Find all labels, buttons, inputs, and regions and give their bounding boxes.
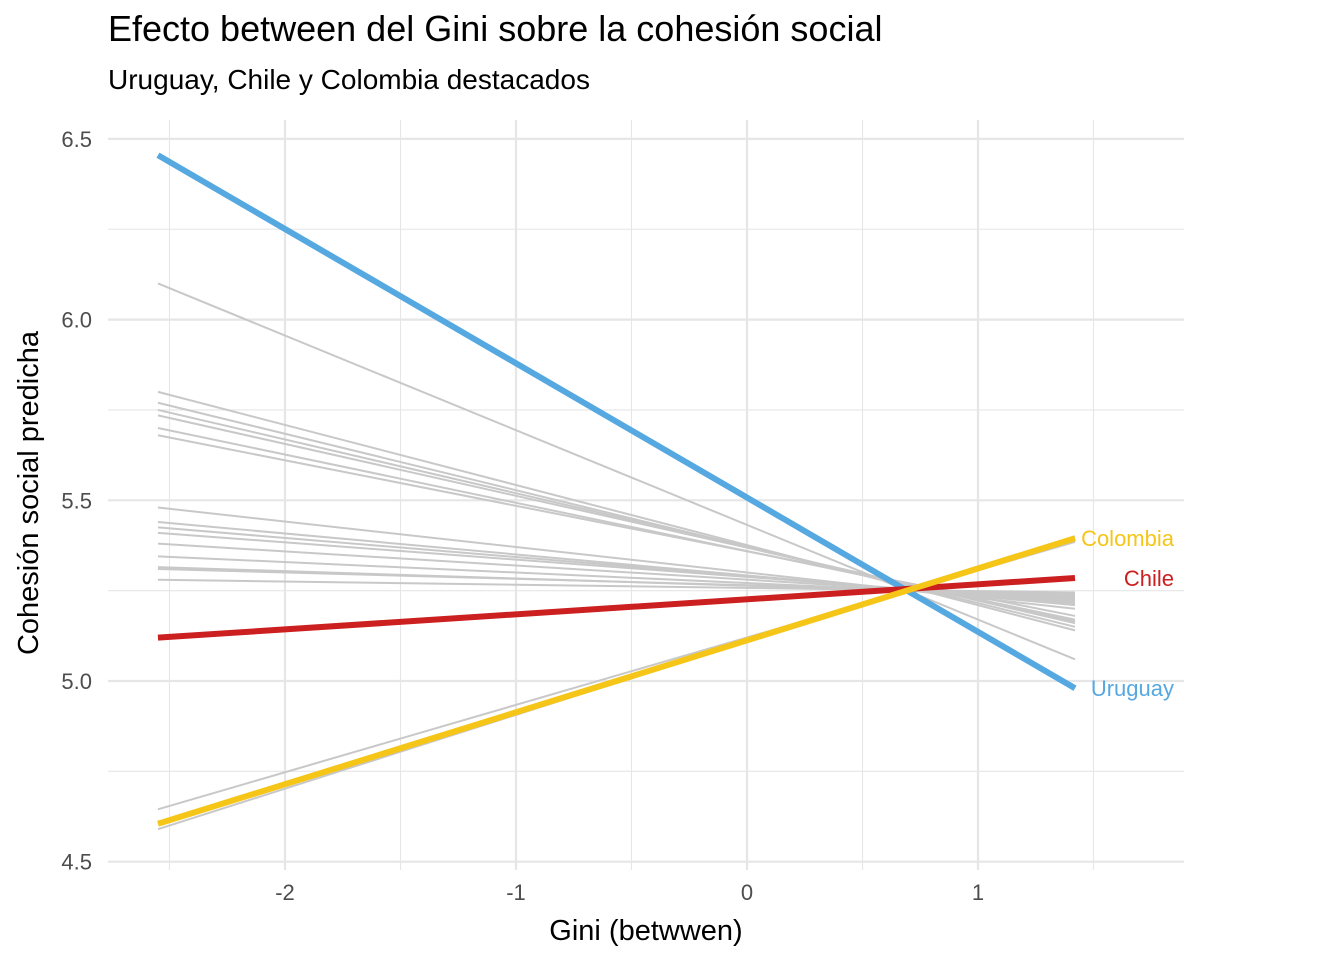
y-tick-label: 4.5 [61,850,92,875]
x-axis-ticks: -2 -1 0 1 [275,880,984,905]
series-line-uruguay [156,152,1077,691]
background-series-group [157,282,1076,831]
end-labels-group: Uruguay Chile Colombia [1081,526,1175,701]
background-series-line [157,390,1076,632]
end-label-chile: Chile [1124,566,1174,591]
x-tick-label: -1 [506,880,526,905]
chart-title: Efecto between del Gini sobre la cohesió… [108,8,883,49]
chart-subtitle: Uruguay, Chile y Colombia destacados [108,64,590,95]
end-label-colombia: Colombia [1081,526,1175,551]
x-tick-label: 1 [972,880,984,905]
grid-lines [108,120,1184,870]
x-tick-label: 0 [741,880,753,905]
y-tick-label: 5.5 [61,488,92,513]
y-axis-title: Cohesión social predicha [13,330,45,655]
highlighted-series-group [156,152,1077,827]
y-axis-ticks: 4.5 5.0 5.5 6.0 6.5 [61,127,92,875]
end-label-uruguay: Uruguay [1091,676,1174,701]
background-series-line [157,282,1076,661]
y-tick-label: 5.0 [61,669,92,694]
x-axis-title: Gini (betwwen) [549,915,742,947]
x-tick-label: -2 [275,880,295,905]
series-line-colombia [157,535,1076,827]
y-tick-label: 6.5 [61,127,92,152]
y-tick-label: 6.0 [61,308,92,333]
